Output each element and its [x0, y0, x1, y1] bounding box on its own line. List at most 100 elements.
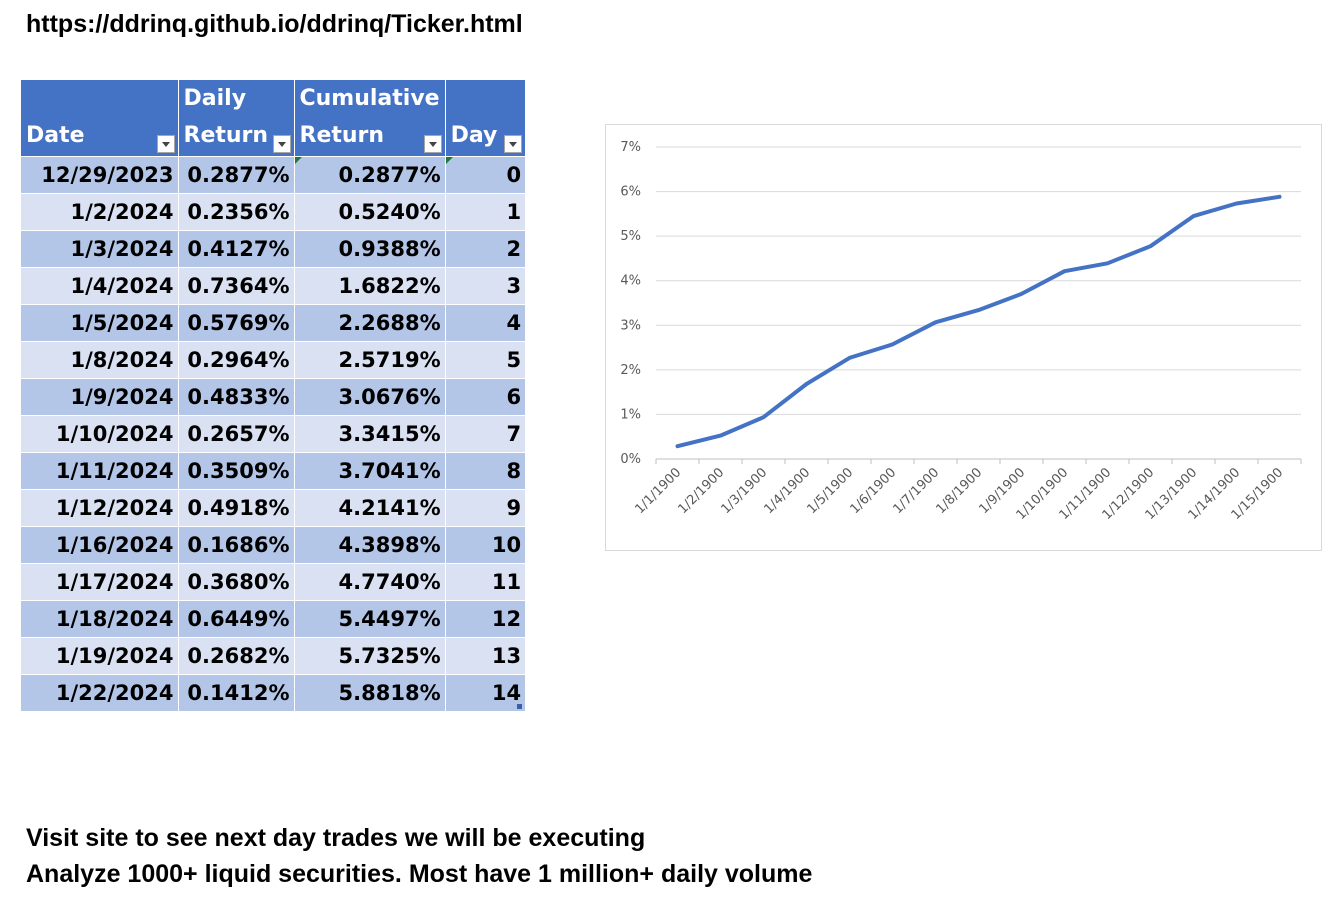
cell-day[interactable]: 12 [445, 600, 526, 638]
table-row: 1/11/2024 0.3509% 3.7041% 8 [21, 452, 526, 490]
returns-table: Date Daily Return Cumulative Return Day … [21, 80, 526, 711]
table-row: 1/10/2024 0.2657% 3.3415% 7 [21, 415, 526, 453]
cell-cumulative-return[interactable]: 0.5240% [294, 193, 446, 231]
cell-cumulative-return[interactable]: 0.2877% [294, 156, 446, 194]
table-row: 1/2/2024 0.2356% 0.5240% 1 [21, 193, 526, 231]
cell-date[interactable]: 1/8/2024 [21, 341, 179, 379]
footer-line-1: Visit site to see next day trades we wil… [26, 824, 646, 852]
cell-date[interactable]: 1/11/2024 [21, 452, 179, 490]
filter-dropdown-button[interactable] [156, 135, 175, 153]
cell-date[interactable]: 1/16/2024 [21, 526, 179, 564]
cell-day[interactable]: 3 [445, 267, 526, 305]
x-tick-label: 1/6/1900 [847, 465, 899, 517]
cell-date[interactable]: 12/29/2023 [21, 156, 179, 194]
cell-cumulative-return[interactable]: 0.9388% [294, 230, 446, 268]
cell-date[interactable]: 1/4/2024 [21, 267, 179, 305]
cell-date[interactable]: 1/3/2024 [21, 230, 179, 268]
cell-daily-return[interactable]: 0.7364% [178, 267, 295, 305]
column-header-day: Day [445, 80, 526, 157]
cell-day[interactable]: 8 [445, 452, 526, 490]
page-url-title: https://ddrinq.github.io/ddrinq/Ticker.h… [26, 10, 523, 38]
cell-daily-return[interactable]: 0.4127% [178, 230, 295, 268]
filter-dropdown-button[interactable] [423, 135, 442, 153]
cell-date[interactable]: 1/5/2024 [21, 304, 179, 342]
cell-daily-return[interactable]: 0.5769% [178, 304, 295, 342]
y-tick-label: 4% [620, 274, 641, 289]
table-row: 1/22/2024 0.1412% 5.8818% 14 [21, 674, 526, 711]
cell-cumulative-return[interactable]: 5.8818% [294, 674, 446, 711]
cell-day[interactable]: 11 [445, 563, 526, 601]
cell-cumulative-return[interactable]: 4.7740% [294, 563, 446, 601]
cell-day[interactable]: 6 [445, 378, 526, 416]
column-header-line1 [26, 80, 173, 117]
x-tick-label: 1/2/1900 [675, 465, 727, 517]
cell-cumulative-return[interactable]: 3.3415% [294, 415, 446, 453]
y-tick-label: 1% [620, 407, 641, 422]
cell-date[interactable]: 1/9/2024 [21, 378, 179, 416]
cell-cumulative-return[interactable]: 2.5719% [294, 341, 446, 379]
cell-day[interactable]: 7 [445, 415, 526, 453]
column-header-line1 [451, 80, 521, 117]
column-header-daily-return: Daily Return [178, 80, 295, 157]
cell-daily-return[interactable]: 0.4918% [178, 489, 295, 527]
table-row: 1/4/2024 0.7364% 1.6822% 3 [21, 267, 526, 305]
cell-day[interactable]: 5 [445, 341, 526, 379]
table-row: 12/29/2023 0.2877% 0.2877% 0 [21, 156, 526, 194]
cell-day[interactable]: 13 [445, 637, 526, 675]
cell-date[interactable]: 1/12/2024 [21, 489, 179, 527]
table-row: 1/17/2024 0.3680% 4.7740% 11 [21, 563, 526, 601]
x-tick-label: 1/4/1900 [761, 465, 813, 517]
table-row: 1/19/2024 0.2682% 5.7325% 13 [21, 637, 526, 675]
column-header-line2: Return [183, 123, 269, 148]
cell-daily-return[interactable]: 0.2877% [178, 156, 295, 194]
cell-daily-return[interactable]: 0.2964% [178, 341, 295, 379]
cell-daily-return[interactable]: 0.3680% [178, 563, 295, 601]
cell-date[interactable]: 1/10/2024 [21, 415, 179, 453]
x-tick-label: 1/3/1900 [718, 465, 770, 517]
y-tick-label: 0% [620, 452, 641, 467]
cell-date[interactable]: 1/18/2024 [21, 600, 179, 638]
y-tick-label: 5% [620, 229, 641, 244]
cell-day[interactable]: 1 [445, 193, 526, 231]
table-row: 1/8/2024 0.2964% 2.5719% 5 [21, 341, 526, 379]
cell-day[interactable]: 14 [445, 674, 526, 711]
cell-cumulative-return[interactable]: 1.6822% [294, 267, 446, 305]
cell-date[interactable]: 1/19/2024 [21, 637, 179, 675]
cell-cumulative-return[interactable]: 5.7325% [294, 637, 446, 675]
cell-daily-return[interactable]: 0.4833% [178, 378, 295, 416]
cell-day[interactable]: 2 [445, 230, 526, 268]
cell-date[interactable]: 1/17/2024 [21, 563, 179, 601]
cell-daily-return[interactable]: 0.6449% [178, 600, 295, 638]
column-header-cumulative-return: Cumulative Return [294, 80, 446, 157]
cell-cumulative-return[interactable]: 4.3898% [294, 526, 446, 564]
cell-daily-return[interactable]: 0.1686% [178, 526, 295, 564]
cumulative-return-chart: 0% 1% 2% 3% 4% 5% 6% 7% 1/1/1900 1/2/1900 1/3/1900… [605, 124, 1322, 551]
footer-line-2: Analyze 1000+ liquid securities. Most ha… [26, 860, 813, 888]
cell-date[interactable]: 1/22/2024 [21, 674, 179, 711]
column-header-line2: Date [26, 123, 85, 148]
filter-dropdown-button[interactable] [504, 135, 523, 153]
cell-daily-return[interactable]: 0.3509% [178, 452, 295, 490]
cell-daily-return[interactable]: 0.2657% [178, 415, 295, 453]
y-tick-label: 2% [620, 363, 641, 378]
filter-dropdown-button[interactable] [272, 135, 291, 153]
cell-date[interactable]: 1/2/2024 [21, 193, 179, 231]
cell-day[interactable]: 0 [445, 156, 526, 194]
table-row: 1/18/2024 0.6449% 5.4497% 12 [21, 600, 526, 638]
cell-cumulative-return[interactable]: 4.2141% [294, 489, 446, 527]
column-header-line2: Day [450, 123, 498, 148]
column-header-date: Date [21, 80, 179, 157]
x-tick-label: 1/7/1900 [890, 465, 942, 517]
cell-day[interactable]: 10 [445, 526, 526, 564]
table-resize-handle[interactable] [517, 704, 522, 709]
x-tick-label: 1/5/1900 [804, 465, 856, 517]
cell-cumulative-return[interactable]: 5.4497% [294, 600, 446, 638]
cell-cumulative-return[interactable]: 3.0676% [294, 378, 446, 416]
cell-daily-return[interactable]: 0.1412% [178, 674, 295, 711]
cell-day[interactable]: 9 [445, 489, 526, 527]
cell-daily-return[interactable]: 0.2356% [178, 193, 295, 231]
cell-cumulative-return[interactable]: 3.7041% [294, 452, 446, 490]
cell-day[interactable]: 4 [445, 304, 526, 342]
cell-cumulative-return[interactable]: 2.2688% [294, 304, 446, 342]
cell-daily-return[interactable]: 0.2682% [178, 637, 295, 675]
